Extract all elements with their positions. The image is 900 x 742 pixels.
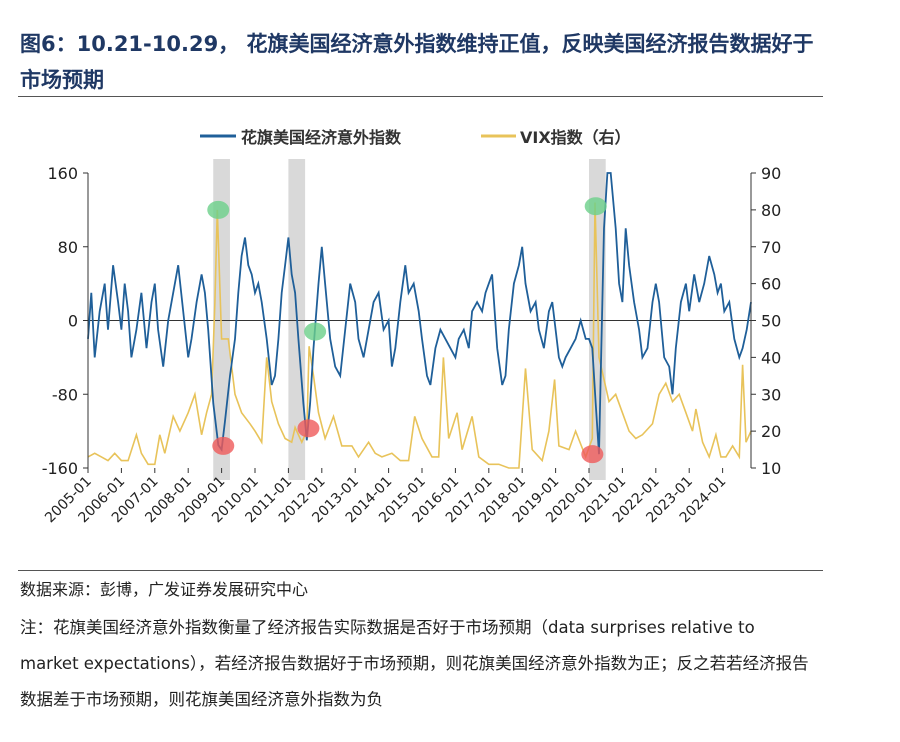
y-right-tick-label-8: 10 bbox=[761, 459, 781, 478]
y-right-tick-label-6: 30 bbox=[761, 385, 781, 404]
y-left-tick-label-3: -80 bbox=[52, 385, 78, 404]
y-left-tick-label-4: -160 bbox=[42, 459, 78, 478]
y-right-tick-label-0: 90 bbox=[761, 164, 781, 183]
highlight-marker-green-0 bbox=[207, 200, 230, 219]
y-right-tick-label-3: 60 bbox=[761, 275, 781, 294]
y-right-tick-label-4: 50 bbox=[761, 312, 781, 331]
highlight-marker-red-2 bbox=[297, 419, 320, 438]
y-left-tick-label-0: 160 bbox=[47, 164, 78, 183]
y-left-tick-label-2: 0 bbox=[68, 312, 78, 331]
chart: 160800-80-1609080706050403020102005-0120… bbox=[42, 128, 782, 526]
highlight-marker-red-1 bbox=[212, 436, 235, 455]
highlight-markers bbox=[207, 197, 607, 464]
legend-label-vix: VIX指数（右） bbox=[520, 128, 631, 147]
legend: 花旗美国经济意外指数 VIX指数（右） bbox=[200, 128, 631, 147]
bottom-rule bbox=[18, 570, 823, 571]
y-right-tick-label-7: 20 bbox=[761, 422, 781, 441]
source-text: 数据来源：彭博，广发证券发展研究中心 bbox=[20, 580, 309, 599]
shaded-periods bbox=[213, 159, 606, 480]
y-left-tick-label-1: 80 bbox=[58, 238, 78, 257]
axis-ticks: 160800-80-1609080706050403020102005-0120… bbox=[42, 164, 782, 526]
note-text: 注：花旗美国经济意外指数衡量了经济报告实际数据是否好于市场预期（data sur… bbox=[20, 618, 809, 709]
figure-title: 图6：10.21-10.29， 花旗美国经济意外指数维持正值，反映美国经济报告数… bbox=[20, 32, 814, 92]
highlight-marker-green-3 bbox=[304, 322, 327, 341]
y-right-tick-label-5: 40 bbox=[761, 348, 781, 367]
highlight-marker-green-5 bbox=[584, 197, 607, 216]
highlight-marker-red-4 bbox=[581, 445, 604, 464]
series-line-citi bbox=[87, 172, 752, 455]
top-rule bbox=[18, 96, 823, 97]
series-line-vix bbox=[87, 202, 752, 469]
legend-label-citi: 花旗美国经济意外指数 bbox=[241, 128, 402, 147]
y-right-tick-label-1: 80 bbox=[761, 201, 781, 220]
y-right-tick-label-2: 70 bbox=[761, 238, 781, 257]
